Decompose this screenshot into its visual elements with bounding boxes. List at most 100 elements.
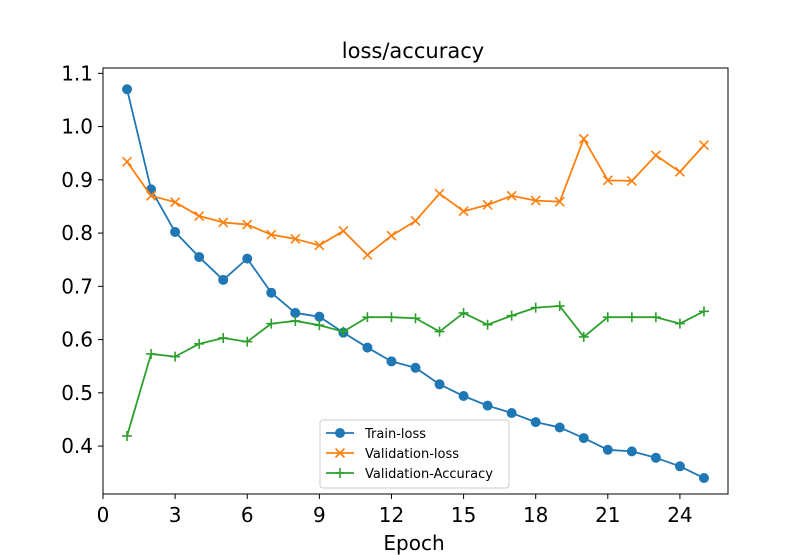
data-point-validation-loss xyxy=(266,229,277,240)
data-point-validation-loss xyxy=(698,140,710,151)
x-tick-label: 0 xyxy=(97,503,110,527)
legend-marker-train-loss xyxy=(335,428,345,438)
data-point-validation-accuracy xyxy=(290,315,301,326)
y-tick-label: 0.5 xyxy=(61,381,93,405)
x-tick-label: 18 xyxy=(523,503,548,527)
data-point-validation-loss xyxy=(458,206,469,217)
data-point-validation-loss xyxy=(626,175,637,186)
legend-label: Validation-loss xyxy=(365,447,459,462)
legend-item-validation-accuracy: Validation-Accuracy xyxy=(326,467,493,482)
x-tick-label: 21 xyxy=(595,503,620,527)
data-point-train-loss xyxy=(602,444,613,455)
y-tick-label: 1.0 xyxy=(61,115,93,139)
data-point-validation-loss xyxy=(578,133,589,144)
x-axis-title: Epoch xyxy=(383,531,444,555)
data-point-validation-loss xyxy=(146,190,157,201)
data-point-validation-loss xyxy=(482,199,493,210)
data-point-validation-accuracy xyxy=(626,312,637,323)
data-point-train-loss xyxy=(122,84,133,95)
x-axis: 0 3 6 9 12 15 18 21 24 xyxy=(97,494,693,527)
y-tick-label: 0.8 xyxy=(61,221,93,245)
data-point-train-loss xyxy=(314,311,325,322)
data-point-validation-loss xyxy=(242,219,253,230)
data-point-validation-accuracy xyxy=(170,351,181,362)
data-point-validation-accuracy xyxy=(554,301,565,312)
data-point-validation-accuracy xyxy=(194,338,205,349)
data-point-validation-accuracy xyxy=(386,312,397,323)
legend-label: Train-loss xyxy=(364,427,426,442)
data-point-train-loss xyxy=(362,342,373,353)
data-point-validation-accuracy xyxy=(650,312,661,323)
data-point-train-loss xyxy=(698,473,709,484)
data-point-train-loss xyxy=(194,252,205,263)
data-point-validation-loss xyxy=(410,215,421,226)
series-layer xyxy=(121,84,710,484)
data-point-validation-loss xyxy=(602,175,613,186)
data-point-validation-accuracy xyxy=(242,336,253,347)
x-tick-label: 12 xyxy=(379,503,404,527)
data-point-validation-loss xyxy=(194,210,205,222)
data-point-validation-accuracy xyxy=(458,307,469,318)
data-point-validation-loss xyxy=(338,225,349,237)
data-point-train-loss xyxy=(218,274,229,285)
data-point-train-loss xyxy=(386,356,397,367)
x-tick-label: 24 xyxy=(667,503,692,527)
data-point-train-loss xyxy=(674,461,685,472)
data-point-train-loss xyxy=(266,287,277,298)
data-point-validation-loss xyxy=(362,249,373,260)
plot-area xyxy=(102,67,729,495)
data-point-train-loss xyxy=(626,446,637,457)
data-point-validation-accuracy xyxy=(218,332,229,343)
data-point-validation-accuracy xyxy=(674,318,685,329)
y-axis: 0.4 0.5 0.6 0.7 0.8 0.9 1.0 1.1 xyxy=(61,61,103,458)
data-point-train-loss xyxy=(458,391,469,402)
data-point-validation-loss xyxy=(314,240,325,251)
data-point-train-loss xyxy=(482,400,493,411)
data-point-train-loss xyxy=(578,433,589,444)
y-tick-label: 0.6 xyxy=(61,328,93,352)
x-tick-label: 3 xyxy=(169,503,182,527)
legend-marker-validation-accuracy xyxy=(335,468,345,478)
legend-box xyxy=(319,419,510,489)
data-point-validation-loss xyxy=(530,195,541,206)
data-point-validation-accuracy xyxy=(314,320,325,331)
data-point-validation-accuracy xyxy=(362,312,373,323)
data-point-validation-accuracy xyxy=(578,331,589,342)
legend-item-train-loss: Train-loss xyxy=(326,427,426,442)
data-point-train-loss xyxy=(650,452,661,463)
x-tick-label: 15 xyxy=(451,503,476,527)
data-point-train-loss xyxy=(434,379,445,390)
data-point-train-loss xyxy=(530,417,541,428)
data-point-validation-loss xyxy=(290,233,301,244)
legend-item-validation-loss: Validation-loss xyxy=(326,447,459,462)
data-point-train-loss xyxy=(506,408,517,419)
data-point-train-loss xyxy=(242,253,253,264)
y-tick-label: 0.9 xyxy=(61,168,93,192)
data-point-validation-loss xyxy=(121,156,133,167)
x-tick-label: 9 xyxy=(313,503,326,527)
y-tick-label: 0.4 xyxy=(61,434,93,458)
data-point-validation-accuracy xyxy=(698,306,709,317)
data-point-validation-loss xyxy=(386,230,397,241)
data-point-validation-accuracy xyxy=(266,318,277,329)
data-point-train-loss xyxy=(554,422,565,433)
data-point-validation-accuracy xyxy=(482,319,493,330)
data-point-train-loss xyxy=(170,227,181,238)
data-point-validation-accuracy xyxy=(122,430,133,441)
axes-frame xyxy=(102,67,729,495)
data-point-validation-loss xyxy=(218,217,229,228)
data-point-validation-accuracy xyxy=(506,310,517,321)
legend-marker-validation-loss xyxy=(334,447,346,459)
data-point-validation-accuracy xyxy=(530,302,541,313)
legend-label: Validation-Accuracy xyxy=(365,467,493,482)
chart-title: loss/accuracy xyxy=(342,39,484,63)
data-point-validation-loss xyxy=(434,188,445,199)
data-point-validation-loss xyxy=(170,197,181,208)
data-point-train-loss xyxy=(410,362,421,373)
data-point-validation-loss xyxy=(650,150,661,161)
data-point-validation-accuracy xyxy=(338,326,349,337)
y-tick-label: 0.7 xyxy=(61,274,93,298)
x-tick-label: 6 xyxy=(241,503,254,527)
data-point-validation-loss xyxy=(554,196,565,207)
